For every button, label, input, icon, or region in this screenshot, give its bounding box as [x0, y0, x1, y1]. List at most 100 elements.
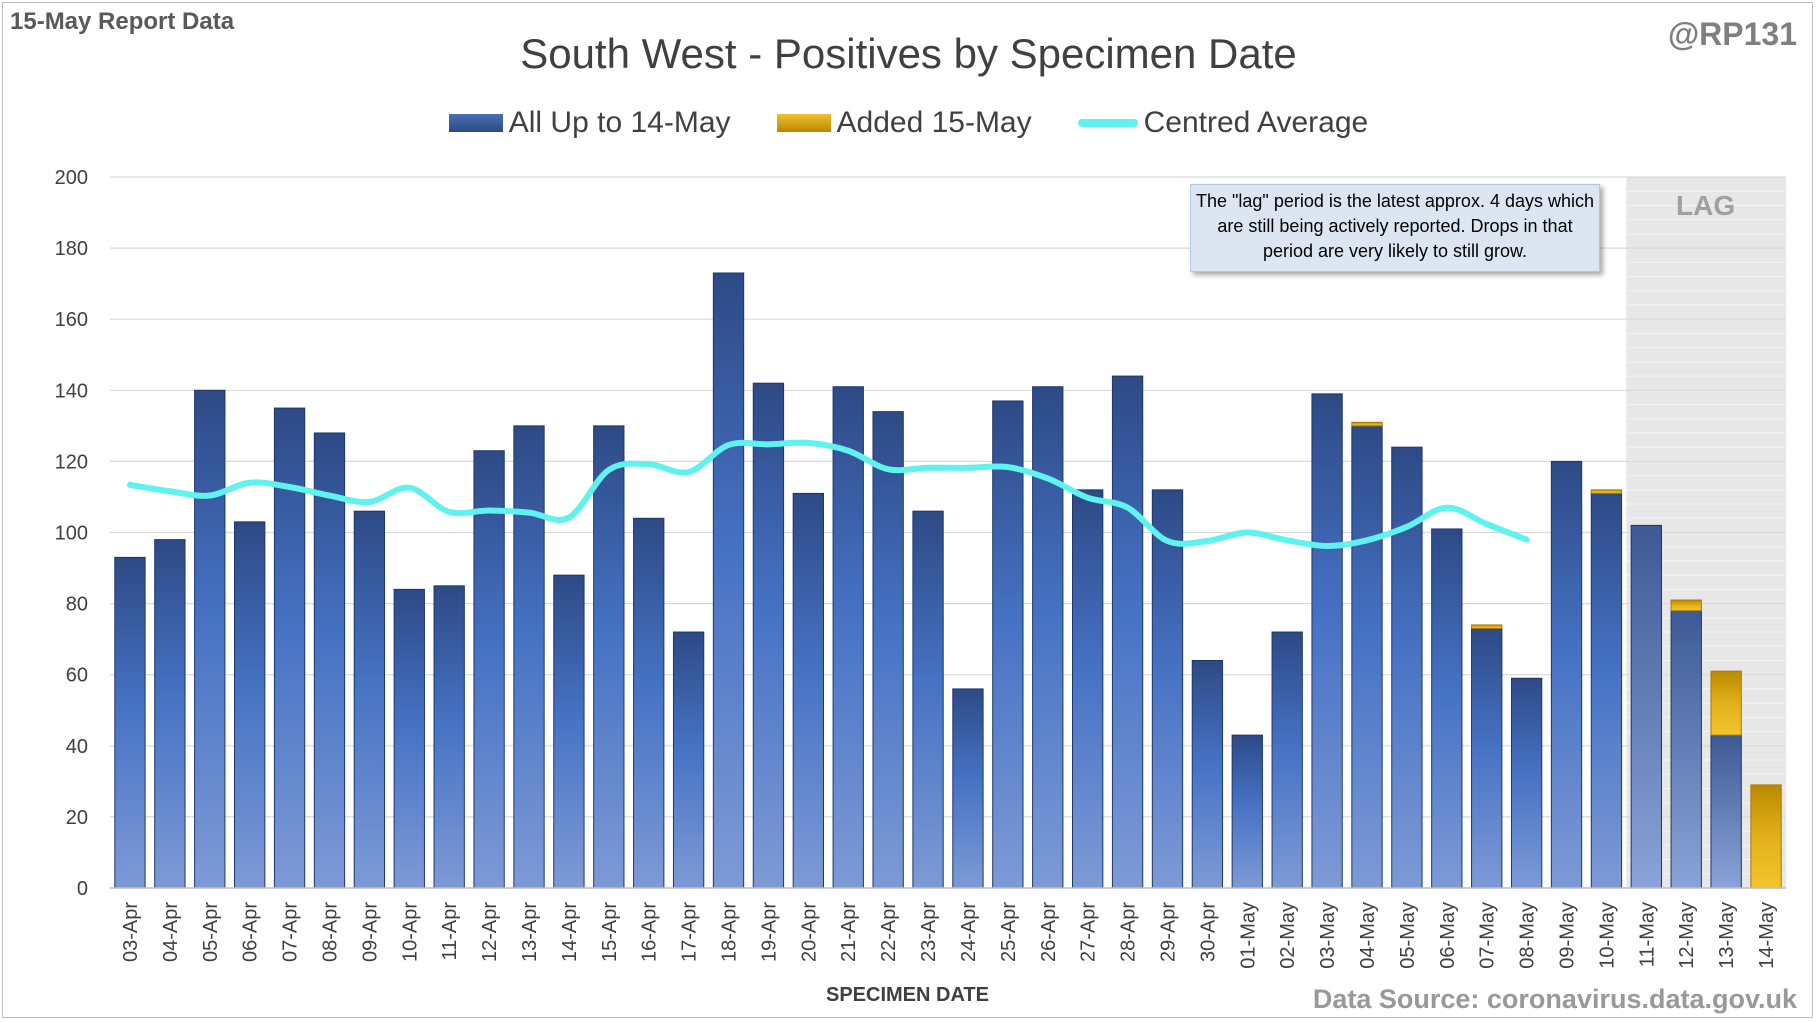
bar-all	[1231, 734, 1263, 889]
bar-all	[1670, 610, 1702, 889]
x-axis-title: SPECIMEN DATE	[826, 984, 989, 1006]
bar-all	[553, 574, 585, 889]
bar-all	[1111, 375, 1144, 889]
x-tick-label: 16-Apr	[639, 902, 661, 962]
x-tick-label: 14-May	[1756, 902, 1778, 969]
x-tick-label: 24-Apr	[958, 902, 980, 962]
bar-all	[1471, 627, 1503, 889]
bar-all	[1710, 734, 1742, 889]
bar-all	[832, 386, 864, 889]
bar-all	[1431, 528, 1463, 889]
bar-all	[273, 407, 306, 889]
bar-all	[912, 510, 944, 889]
x-tick-label: 09-May	[1557, 902, 1579, 969]
x-tick-label: 20-Apr	[798, 902, 820, 962]
legend-swatch-added	[776, 114, 831, 132]
x-tick-label: 13-May	[1716, 902, 1738, 969]
x-tick-label: 25-Apr	[998, 902, 1020, 962]
bar-all	[393, 588, 425, 889]
x-tick-label: 02-May	[1277, 902, 1299, 969]
x-tick-label: 09-Apr	[359, 902, 381, 962]
legend-label-added: Added 15-May	[836, 106, 1032, 139]
bar-added	[1750, 784, 1782, 889]
x-tick-label: 21-Apr	[838, 902, 860, 962]
x-tick-label: 06-May	[1437, 902, 1459, 969]
bar-all	[1550, 460, 1583, 889]
y-tick-label: 120	[55, 451, 88, 473]
lag-label: LAG	[1676, 190, 1736, 221]
lag-note: The "lag" period is the latest approx. 4…	[1190, 184, 1600, 272]
bar-all	[633, 517, 665, 889]
bar-added	[1670, 599, 1702, 612]
x-tick-label: 23-Apr	[918, 902, 940, 962]
x-tick-label: 06-Apr	[240, 902, 262, 962]
x-tick-label: 03-Apr	[120, 902, 142, 962]
x-tick-label: 08-Apr	[319, 902, 341, 962]
x-tick-label: 07-May	[1477, 902, 1499, 969]
bar-all	[154, 539, 186, 889]
bar-all	[234, 521, 266, 889]
y-tick-label: 20	[66, 807, 88, 829]
legend-label-average: Centred Average	[1143, 106, 1369, 139]
x-tick-label: 18-Apr	[719, 902, 741, 962]
bar-all	[1510, 677, 1543, 889]
bar-all	[513, 425, 545, 889]
chart-title: South West - Positives by Specimen Date	[520, 30, 1297, 77]
bar-all	[1391, 446, 1423, 889]
bar-all	[194, 389, 226, 889]
y-tick-label: 60	[66, 665, 88, 687]
x-tick-label: 14-Apr	[559, 902, 581, 962]
x-tick-label: 11-May	[1636, 902, 1658, 967]
x-tick-label: 10-Apr	[399, 902, 421, 962]
legend-item-added: Added 15-May	[776, 106, 1032, 140]
x-tick-label: 27-Apr	[1078, 902, 1100, 962]
centred-average-line	[126, 439, 1530, 550]
x-tick-label: 12-Apr	[479, 902, 501, 962]
data-source: Data Source: coronavirus.data.gov.uk	[1312, 984, 1797, 1014]
legend-item-average: Centred Average	[1077, 106, 1369, 140]
x-tick-label: 11-Apr	[439, 902, 461, 961]
x-tick-label: 28-Apr	[1118, 902, 1140, 962]
y-tick-label: 40	[66, 736, 88, 758]
x-tick-label: 07-Apr	[280, 902, 302, 962]
bar-all	[313, 432, 346, 889]
x-tick-label: 19-Apr	[758, 902, 780, 962]
legend-swatch-average	[1077, 119, 1138, 127]
legend-swatch-all	[448, 114, 503, 132]
bar-all	[114, 556, 146, 889]
legend-item-all: All Up to 14-May	[448, 106, 731, 140]
x-tick-label: 05-Apr	[200, 902, 222, 962]
bar-all	[1032, 386, 1064, 889]
y-tick-label: 80	[66, 594, 88, 616]
bar-all	[872, 411, 904, 889]
bar-all	[792, 492, 824, 889]
x-tick-label: 26-Apr	[1038, 902, 1060, 962]
x-tick-label: 29-Apr	[1157, 902, 1179, 962]
bar-all	[1311, 393, 1343, 889]
bar-all	[712, 272, 745, 889]
author-handle: @RP131	[1667, 16, 1797, 52]
bar-added	[1710, 670, 1742, 736]
bar-added	[1351, 421, 1383, 427]
report-label: 15-May Report Data	[10, 8, 235, 35]
legend-label-all: All Up to 14-May	[508, 106, 731, 139]
y-tick-label: 180	[55, 238, 88, 260]
x-tick-label: 01-May	[1237, 902, 1259, 969]
bar-all	[952, 688, 984, 889]
bar-all	[1590, 492, 1623, 889]
x-tick-label: 30-Apr	[1197, 902, 1219, 962]
x-tick-label: 12-May	[1676, 902, 1698, 969]
bar-all	[353, 510, 386, 889]
x-tick-label: 15-Apr	[599, 902, 621, 962]
x-tick-label: 08-May	[1517, 902, 1539, 969]
x-tick-label: 10-May	[1596, 902, 1618, 969]
x-tick-label: 17-Apr	[679, 902, 701, 962]
bar-all	[473, 450, 505, 889]
bar-added	[1590, 489, 1623, 494]
x-tick-label: 22-Apr	[878, 902, 900, 962]
bar-all	[752, 382, 785, 889]
x-tick-label: 03-May	[1317, 902, 1339, 969]
x-tick-label: 05-May	[1397, 902, 1419, 969]
